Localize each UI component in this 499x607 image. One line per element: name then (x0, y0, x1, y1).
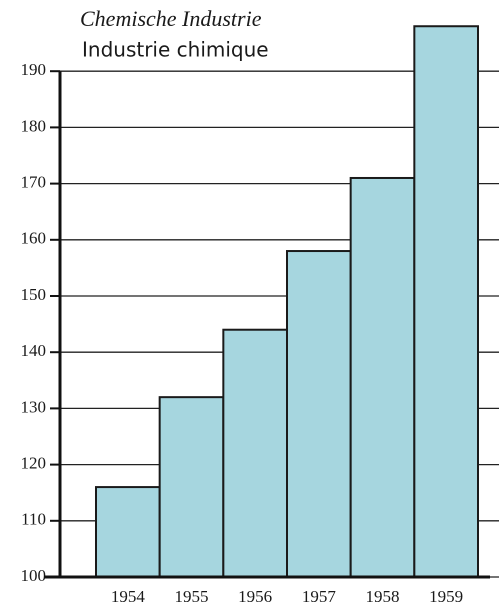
bar (286, 250, 352, 578)
chart-title: Chemische Industrie (80, 6, 262, 31)
y-tick-label: 100 (21, 566, 47, 585)
x-tick-label: 1958 (366, 587, 400, 606)
chart-subtitle: Industrie chimique (82, 38, 269, 62)
y-tick-label: 190 (21, 60, 47, 79)
x-tick-label: 1954 (111, 587, 146, 606)
bar (349, 176, 416, 578)
x-tick-label: 1956 (238, 587, 272, 606)
x-tick-label: 1959 (429, 587, 463, 606)
x-tick-label: 1957 (302, 587, 337, 606)
y-tick-label: 180 (21, 116, 47, 135)
y-tick-label: 160 (21, 229, 47, 248)
x-tick-label: 1955 (175, 587, 209, 606)
bar (158, 396, 225, 578)
y-tick-label: 120 (21, 454, 47, 473)
y-tick-label: 170 (21, 173, 47, 192)
y-tick-label: 140 (21, 341, 47, 360)
y-tick-label: 130 (21, 397, 47, 416)
axes: 100 110 120 130 140 150 160 170 180 190 1954 1955 19… (21, 60, 490, 606)
bar (413, 25, 480, 579)
bar (222, 328, 288, 578)
y-tick-label: 110 (21, 510, 46, 529)
y-tick-label: 150 (21, 285, 47, 304)
bar (95, 486, 161, 578)
